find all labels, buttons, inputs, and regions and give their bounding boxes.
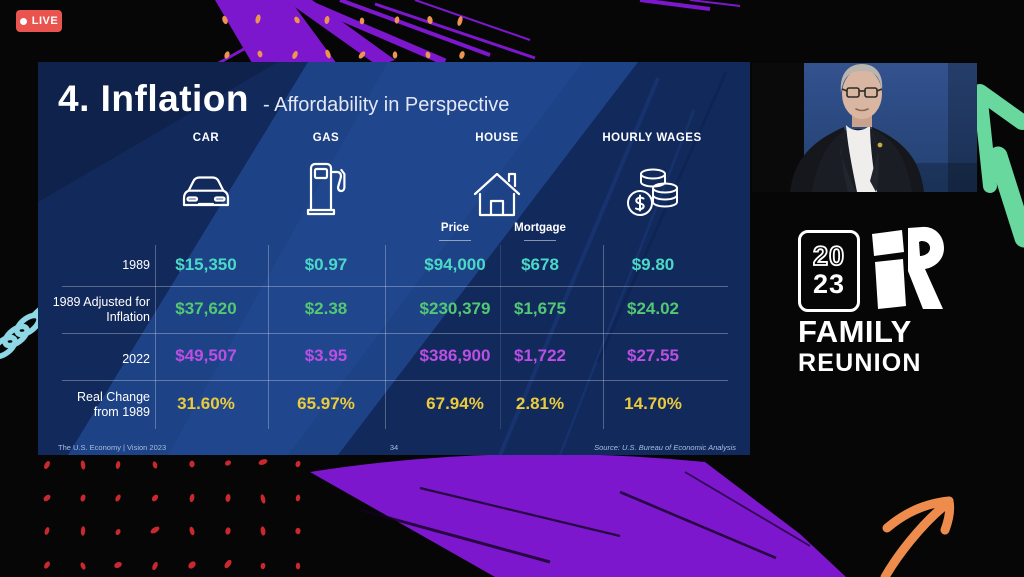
row-label-1989: 1989	[122, 258, 150, 272]
green-arrow	[972, 84, 1024, 248]
table-cell: 31.60%	[177, 394, 235, 413]
slide-footer-source: Source: U.S. Bureau of Economic Analysis	[594, 443, 736, 452]
sub-header-mortgage: Mortgage	[514, 222, 566, 234]
house-icon	[473, 172, 521, 217]
table-cell: $24.02	[627, 299, 679, 318]
column-divider	[603, 245, 604, 429]
price-underline	[439, 240, 471, 241]
column-divider	[155, 245, 156, 429]
sub-header-price: Price	[440, 222, 470, 234]
table-cell: $3.95	[304, 346, 348, 365]
table-cell: $1,675	[514, 299, 566, 318]
row-divider	[62, 286, 728, 287]
reunion-r-mark-icon	[872, 226, 944, 309]
slide-header: 4. Inflation - Affordability in Perspect…	[58, 78, 509, 120]
row-label-1989-adjusted: 1989 Adjusted for Inflation	[52, 295, 150, 324]
table-cell: $9.80	[631, 255, 675, 274]
column-header-hourly-wages: HOURLY WAGES	[602, 132, 702, 144]
table-cell: $1,722	[514, 346, 566, 365]
logo-family-text: FAMILY	[798, 314, 912, 349]
table-cell: 67.94%	[426, 394, 484, 413]
table-cell: $386,900	[419, 346, 491, 365]
coins-icon	[627, 168, 678, 216]
table-cell: $15,350	[175, 255, 237, 274]
slide-background-brush	[38, 62, 750, 455]
purple-brush-top-right	[639, 0, 741, 11]
column-divider	[500, 245, 501, 429]
row-label-real-change: Real Change from 1989	[77, 390, 150, 419]
table-cell: $27.55	[627, 346, 679, 365]
live-label: LIVE	[31, 15, 59, 27]
column-header-car: CAR	[192, 132, 220, 144]
logo-reunion-text: REUNION	[798, 349, 922, 377]
table-cell: $37,620	[175, 299, 237, 318]
column-divider	[385, 245, 386, 429]
table-cell: $49,507	[175, 346, 237, 365]
orange-arrow	[880, 496, 955, 577]
row-label-2022: 2022	[122, 352, 150, 366]
red-dots-pattern	[43, 459, 301, 571]
slide-subtitle: - Affordability in Perspective	[263, 94, 510, 116]
column-header-house: HOUSE	[475, 132, 519, 144]
presenter-illustration	[752, 63, 977, 192]
slide-footer-left: The U.S. Economy | Vision 2023	[58, 443, 167, 452]
row-divider	[62, 380, 728, 381]
column-divider	[268, 245, 269, 429]
table-cell: 2.81%	[515, 394, 565, 413]
mortgage-underline	[524, 240, 556, 241]
car-icon	[182, 176, 230, 207]
gas-pump-icon	[306, 162, 346, 216]
purple-brush-top	[209, 0, 536, 70]
presentation-slide: 4. Inflation - Affordability in Perspect…	[38, 62, 750, 455]
logo-year-20: 20	[812, 241, 846, 271]
live-dot-icon	[19, 17, 27, 25]
purple-brush-bottom	[310, 454, 846, 577]
table-cell: $678	[521, 255, 559, 274]
logo-year-23: 23	[812, 269, 846, 299]
column-header-gas: GAS	[312, 132, 340, 144]
logo-year-box: 20 23	[798, 230, 860, 312]
table-cell: 14.70%	[624, 394, 682, 413]
live-badge: LIVE	[16, 10, 62, 32]
table-cell: $94,000	[424, 255, 486, 274]
presenter-video	[752, 63, 977, 192]
slide-page-number: 34	[389, 443, 399, 452]
row-divider	[62, 333, 728, 334]
table-cell: $230,379	[419, 299, 491, 318]
table-cell: $0.97	[304, 255, 348, 274]
table-cell: $2.38	[304, 299, 348, 318]
slide-title: 4. Inflation	[58, 78, 249, 119]
table-cell: 65.97%	[297, 394, 355, 413]
orange-dots-pattern	[222, 14, 465, 59]
